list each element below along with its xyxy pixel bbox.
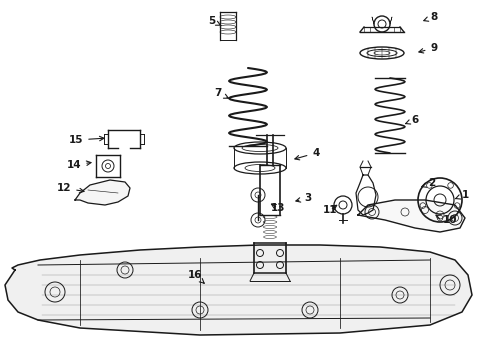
Text: 11: 11 [323,205,337,215]
Text: 3: 3 [296,193,312,203]
Text: 16: 16 [188,270,204,283]
Text: 15: 15 [69,135,104,145]
Polygon shape [5,245,472,335]
Text: 5: 5 [208,16,221,26]
Polygon shape [358,200,465,232]
Text: 2: 2 [422,178,436,188]
Text: 12: 12 [57,183,84,193]
Text: 1: 1 [456,190,468,200]
Text: 10: 10 [436,215,457,225]
Text: 8: 8 [424,12,438,22]
Text: 13: 13 [271,203,285,213]
Text: 14: 14 [67,160,91,170]
Text: 9: 9 [419,43,438,53]
Text: 4: 4 [295,148,319,160]
Text: 7: 7 [214,88,228,98]
Text: 6: 6 [406,115,418,125]
Polygon shape [75,180,130,205]
